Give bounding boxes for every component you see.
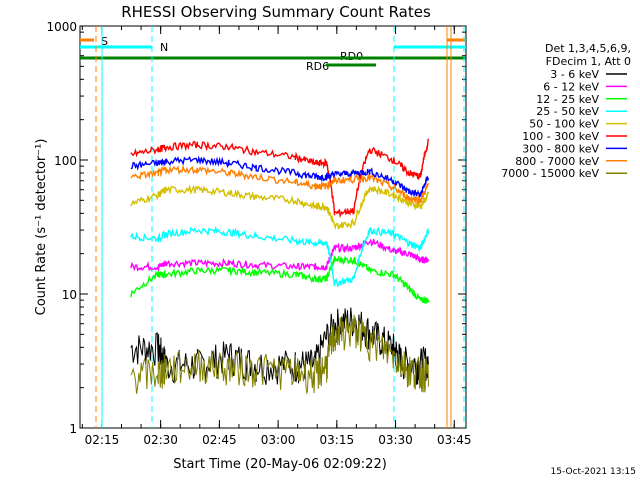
y-tick-label: 100 <box>54 154 77 168</box>
legend-label: 800 - 7000 keV <box>515 155 599 168</box>
legend-label: 50 - 100 keV <box>529 118 599 131</box>
y-tick-label: 1000 <box>46 20 77 34</box>
x-tick-label: 03:00 <box>261 433 296 447</box>
series-line <box>130 184 430 230</box>
legend-header-line-1: Det 1,3,4,5,6,9, <box>545 42 631 55</box>
flag-label-n: N <box>160 41 168 54</box>
x-tick-label: 03:45 <box>437 433 472 447</box>
flag-label-rd6: RD6 <box>306 60 329 73</box>
x-tick-label: 03:15 <box>320 433 355 447</box>
flag-label-s: S <box>101 35 108 48</box>
y-axis-label: Count Rate (s⁻¹ detector⁻¹) <box>34 139 49 316</box>
y-tick-label: 10 <box>62 288 77 302</box>
legend-label: 100 - 300 keV <box>522 130 599 143</box>
legend-label: 300 - 800 keV <box>522 142 599 155</box>
legend-header-line-2: FDecim 1, Att 0 <box>546 55 631 68</box>
x-tick-label: 02:30 <box>143 433 178 447</box>
x-axis: 02:15 02:30 02:45 03:00 03:15 03:30 03:45 <box>81 26 472 447</box>
legend-label: 6 - 12 keV <box>543 80 599 93</box>
series-line <box>130 155 430 199</box>
footer-timestamp: 15-Oct-2021 13:15 <box>551 467 636 477</box>
x-tick-label: 02:45 <box>202 433 237 447</box>
series-line <box>130 238 430 272</box>
legend-label: 3 - 6 keV <box>550 68 599 81</box>
legend: Det 1,3,4,5,6,9, FDecim 1, Att 0 3 - 6 k… <box>501 42 631 180</box>
series-layer <box>130 138 430 394</box>
plot-frame <box>79 25 467 429</box>
series-line <box>130 138 430 219</box>
x-axis-label: Start Time (20-May-06 02:09:22) <box>173 457 387 472</box>
x-tick-label: 03:30 <box>378 433 413 447</box>
y-tick-label: 1 <box>69 422 77 436</box>
legend-label: 25 - 50 keV <box>536 105 599 118</box>
series-line <box>130 314 429 394</box>
flag-layer: S N RD0 RD6 <box>80 26 466 428</box>
legend-label: 12 - 25 keV <box>536 93 599 106</box>
legend-label: 7000 - 15000 keV <box>501 167 599 180</box>
series-line <box>130 164 430 205</box>
x-tick-label: 02:15 <box>85 433 120 447</box>
series-line <box>130 254 430 304</box>
series-line <box>130 225 430 288</box>
chart-title: RHESSI Observing Summary Count Rates <box>121 3 431 21</box>
y-axis: 1 10 100 1000 <box>46 20 466 436</box>
